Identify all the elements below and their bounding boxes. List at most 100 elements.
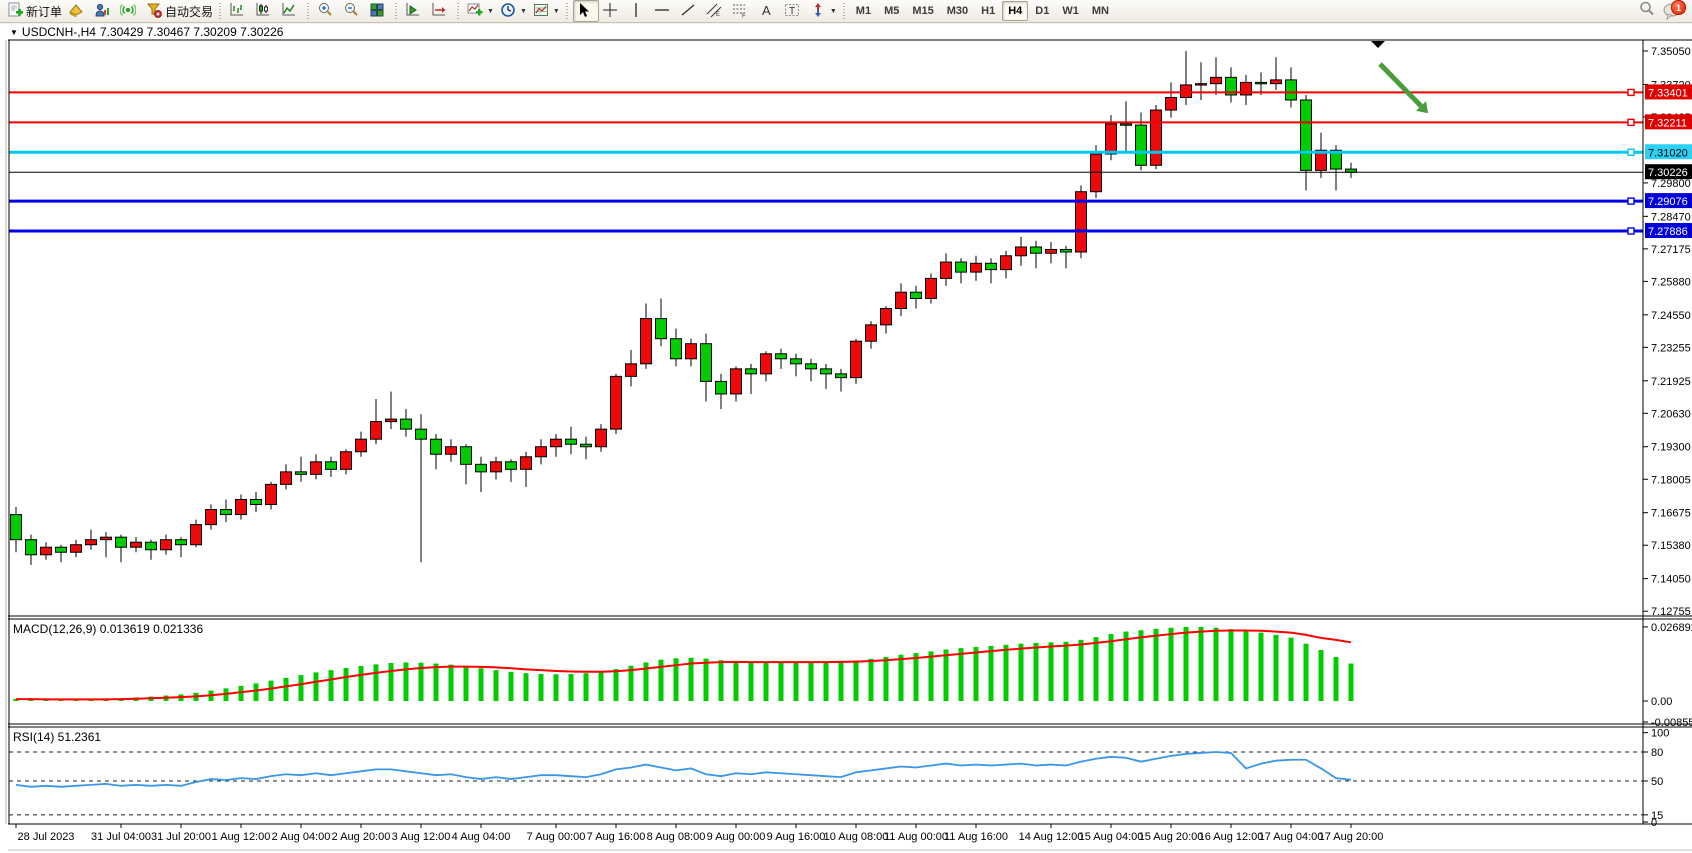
candle-body <box>1000 255 1012 271</box>
candle-body <box>370 421 382 440</box>
candle-body <box>1285 79 1297 101</box>
candle-body <box>460 446 472 465</box>
macd-histogram-bar <box>568 674 574 701</box>
line-price-label: 7.30226 <box>1648 167 1688 179</box>
periods-button[interactable]: ▼ <box>497 0 530 22</box>
annotation-arrow-shaft[interactable] <box>1378 62 1423 108</box>
candle-body <box>715 380 727 395</box>
line-price-label: 7.31020 <box>1648 147 1688 159</box>
macd-histogram-bar <box>913 653 919 701</box>
vertical-line-tool-button[interactable] <box>625 0 651 22</box>
text-label-icon: T <box>784 2 800 21</box>
time-tick-label: 9 Aug 16:00 <box>767 831 826 843</box>
timeframe-M1[interactable]: M1 <box>855 5 872 17</box>
timeframe-M5[interactable]: M5 <box>884 5 900 17</box>
time-tick-label: 31 Jul 20:00 <box>151 831 211 843</box>
candle-body <box>400 418 412 430</box>
line-handle[interactable] <box>1627 118 1635 127</box>
line-handle[interactable] <box>1627 227 1635 235</box>
chart-dropdown-icon[interactable]: ▼ <box>10 27 18 37</box>
zoom-out-button[interactable] <box>340 0 366 22</box>
rsi-tick-label: 50 <box>1651 776 1663 788</box>
macd-histogram-bar <box>58 699 64 701</box>
timeframe-H1[interactable]: H1 <box>981 5 996 17</box>
time-tick-label: 7 Aug 00:00 <box>527 831 586 843</box>
macd-histogram-bar <box>1258 632 1264 701</box>
profile-button[interactable] <box>91 0 117 22</box>
fibonacci-tool-button[interactable]: F <box>729 0 755 22</box>
macd-histogram-bar <box>478 668 484 701</box>
annotation-arrow-head[interactable] <box>1415 101 1428 114</box>
auto-scroll-button[interactable] <box>402 0 428 22</box>
macd-histogram-bar <box>793 662 799 701</box>
arrows-icon <box>810 2 826 21</box>
candle-body <box>1090 153 1102 193</box>
autotrading-button[interactable]: 自动交易 <box>143 0 216 22</box>
time-tick-label: 1 Aug 12:00 <box>212 831 271 843</box>
macd-histogram-bar <box>328 670 334 701</box>
equidistant-channel-tool-button[interactable]: E <box>703 0 729 22</box>
candle-body <box>70 544 82 553</box>
macd-histogram-bar <box>358 666 364 701</box>
line-chart-button[interactable] <box>278 0 304 22</box>
line-handle[interactable] <box>1627 197 1635 205</box>
macd-histogram-bar <box>1243 630 1249 701</box>
timeframe-MN[interactable]: MN <box>1091 5 1109 17</box>
macd-histogram-bar <box>973 647 979 701</box>
candle-body <box>745 368 757 375</box>
candle-body <box>520 456 532 470</box>
notifications-button[interactable]: 1 <box>1662 0 1686 21</box>
tile-windows-button[interactable] <box>366 0 392 22</box>
candlestick-button[interactable] <box>252 0 278 22</box>
line-handle[interactable] <box>1627 148 1635 156</box>
chart-canvas[interactable]: 7.350507.337207.324257.298007.284707.271… <box>0 24 1692 853</box>
candle-body <box>595 428 607 448</box>
timeframe-M15[interactable]: M15 <box>912 5 934 17</box>
candle-body <box>820 368 832 375</box>
text-tool-button[interactable]: A <box>755 0 781 22</box>
timeframe-H4[interactable]: H4 <box>1002 1 1029 21</box>
cursor-tool-button[interactable] <box>572 0 599 22</box>
macd-histogram-bar <box>1273 634 1279 701</box>
horizontal-line-tool-button[interactable] <box>651 0 677 22</box>
trendline-tool-button[interactable] <box>677 0 703 22</box>
chevron-down-icon: ▼ <box>552 7 560 15</box>
chart-shift-icon <box>431 2 447 21</box>
candle-body <box>685 343 697 360</box>
arrows-tool-button[interactable]: ▼ <box>807 0 840 22</box>
new-order-button[interactable]: 新订单 <box>4 0 65 22</box>
line-handle[interactable] <box>1627 88 1635 97</box>
signals-button[interactable] <box>117 0 143 22</box>
bar-chart-button[interactable] <box>226 0 252 22</box>
macd-histogram-bar <box>1108 634 1114 701</box>
macd-signal-line <box>16 629 1352 701</box>
price-tick-label: 7.18005 <box>1651 474 1691 486</box>
crosshair-tool-button[interactable] <box>599 0 625 22</box>
fibonacci-icon: F <box>732 2 748 21</box>
timeframe-M30[interactable]: M30 <box>946 5 969 17</box>
timeframe-D1[interactable]: D1 <box>1035 5 1050 17</box>
macd-histogram-bar <box>1018 643 1024 701</box>
templates-button[interactable]: ▼ <box>530 0 563 22</box>
candle-body <box>130 541 142 548</box>
rsi-tick-label: 80 <box>1651 747 1663 759</box>
candle-body <box>985 262 997 271</box>
macd-histogram-bar <box>1138 630 1144 701</box>
macd-histogram-bar <box>1303 643 1309 701</box>
search-icon[interactable] <box>1638 0 1656 23</box>
candle-body <box>670 338 682 360</box>
chart-shift-button[interactable] <box>428 0 454 22</box>
timeframe-W1[interactable]: W1 <box>1062 5 1079 17</box>
time-tick-label: 11 Aug 16:00 <box>944 831 1008 843</box>
metaeditor-button[interactable] <box>65 0 91 22</box>
indicators-button[interactable]: ▼ <box>464 0 497 22</box>
toolbar-grip <box>395 3 400 19</box>
zoom-in-button[interactable] <box>314 0 340 22</box>
time-tick-label: 31 Jul 04:00 <box>91 831 151 843</box>
chart-shift-marker[interactable] <box>1371 41 1385 48</box>
chevron-down-icon: ▼ <box>829 7 837 15</box>
candle-body <box>1150 109 1162 166</box>
text-label-tool-button[interactable]: T <box>781 0 807 22</box>
macd-histogram-bar <box>403 662 409 701</box>
chevron-down-icon: ▼ <box>519 7 527 15</box>
